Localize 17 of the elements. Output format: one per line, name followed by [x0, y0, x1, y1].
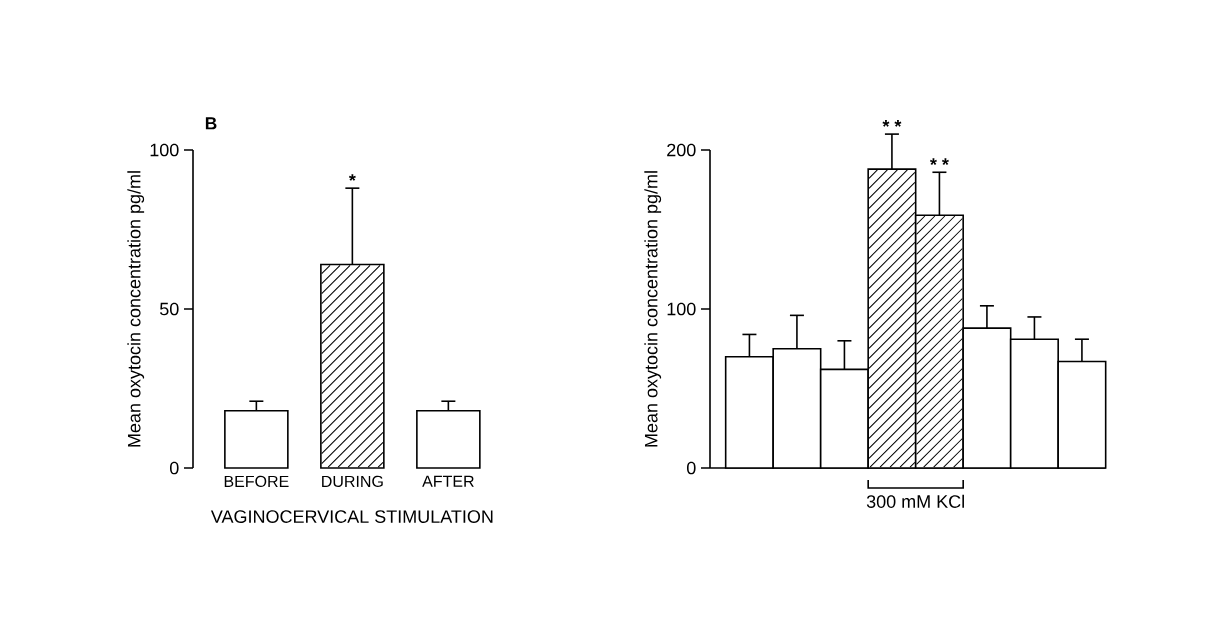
text: 300 mM KCl	[866, 494, 964, 508]
y-tick-label: 100	[150, 143, 179, 157]
y-tick-label: 50	[159, 302, 179, 316]
annotation: * *	[929, 158, 949, 165]
text: * *	[882, 120, 902, 127]
y-tick-label: 100	[667, 302, 696, 316]
x-tick-label: DURING	[322, 475, 383, 488]
annotation: *	[348, 174, 356, 181]
x-tick-label: BEFORE	[224, 475, 289, 488]
y-tick-label: 0	[169, 461, 179, 475]
x-axis-title: VAGINOCERVICAL STIMULATION	[210, 510, 493, 523]
x-tick-label: AFTER	[422, 475, 474, 487]
chart-title: B	[205, 117, 217, 130]
y-axis-title: Mean oxytocin concentration pg/ml	[127, 171, 145, 447]
y-axis-title: Mean oxytocin concentration pg/ml	[644, 171, 662, 447]
y-tick-label: 200	[667, 143, 696, 157]
y-tick-label: 0	[686, 461, 696, 475]
